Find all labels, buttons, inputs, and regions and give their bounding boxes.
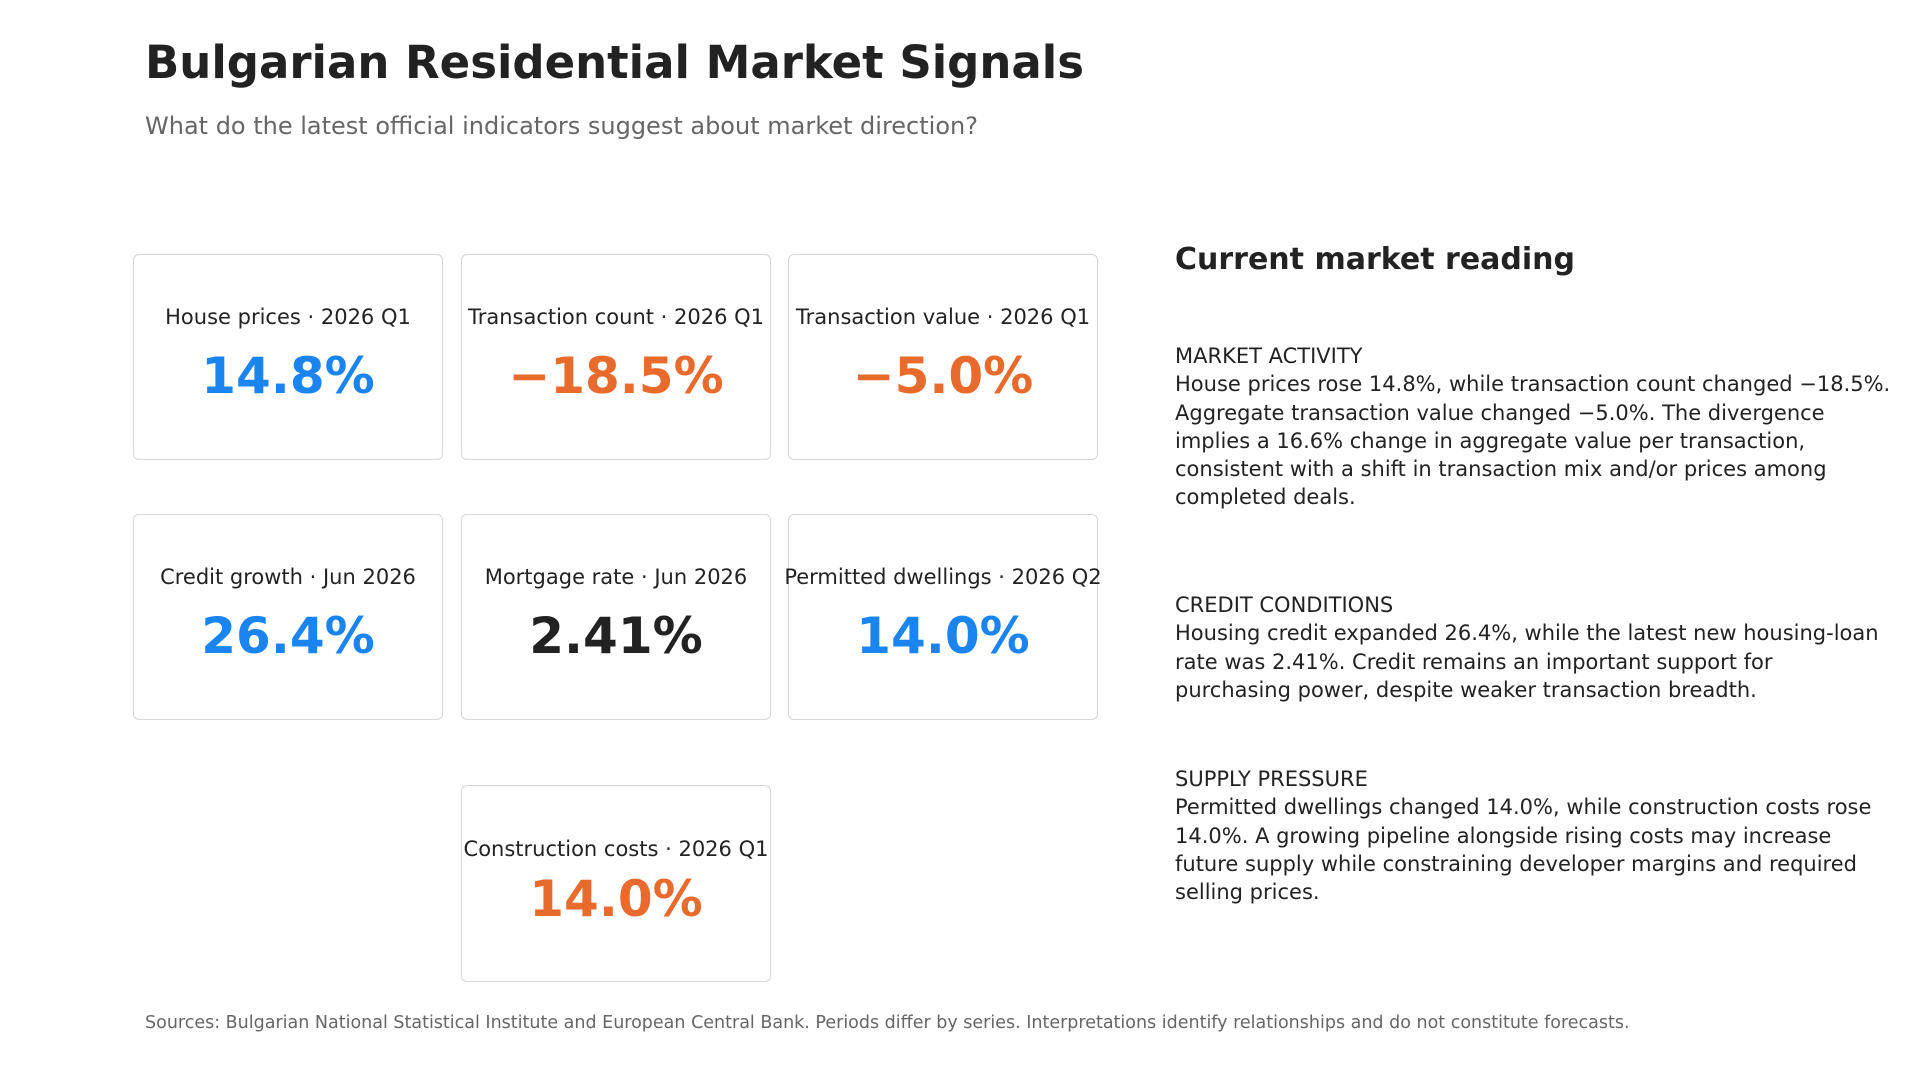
kpi-label: House prices · 2026 Q1 bbox=[165, 305, 411, 329]
kpi-card-house-prices: House prices · 2026 Q1 14.8% bbox=[133, 254, 443, 460]
kpi-card-mortgage-rate: Mortgage rate · Jun 2026 2.41% bbox=[461, 514, 771, 720]
kpi-label: Construction costs · 2026 Q1 bbox=[463, 837, 769, 861]
kpi-card-transaction-value: Transaction value · 2026 Q1 −5.0% bbox=[788, 254, 1098, 460]
section-text-line: purchasing power, despite weaker transac… bbox=[1175, 677, 1757, 702]
kpi-value: 14.8% bbox=[201, 347, 375, 405]
section-heading: SUPPLY PRESSURE bbox=[1175, 767, 1368, 791]
reading-section-market-activity: MARKET ACTIVITY House prices rose 14.8%,… bbox=[1175, 342, 1920, 512]
kpi-value: −18.5% bbox=[508, 347, 724, 405]
kpi-value: 2.41% bbox=[529, 607, 703, 665]
section-heading: MARKET ACTIVITY bbox=[1175, 344, 1363, 368]
kpi-value: 14.0% bbox=[529, 870, 703, 928]
reading-section-credit-conditions: CREDIT CONDITIONS Housing credit expande… bbox=[1175, 591, 1920, 704]
kpi-label: Credit growth · Jun 2026 bbox=[160, 565, 416, 589]
kpi-label: Permitted dwellings · 2026 Q2 bbox=[784, 565, 1102, 589]
section-text-line: implies a 16.6% change in aggregate valu… bbox=[1175, 428, 1806, 453]
kpi-label: Transaction count · 2026 Q1 bbox=[467, 305, 765, 329]
section-text-line: Permitted dwellings changed 14.0%, while… bbox=[1175, 795, 1872, 820]
section-heading: CREDIT CONDITIONS bbox=[1175, 593, 1394, 617]
section-text-line: rate was 2.41%. Credit remains an import… bbox=[1175, 649, 1773, 674]
sources-footnote: Sources: Bulgarian National Statistical … bbox=[145, 1013, 1630, 1033]
section-text-line: selling prices. bbox=[1175, 880, 1320, 905]
section-text-line: consistent with a shift in transaction m… bbox=[1175, 457, 1827, 482]
section-text-line: House prices rose 14.8%, while transacti… bbox=[1175, 372, 1891, 397]
section-text-line: Aggregate transaction value changed −5.0… bbox=[1175, 400, 1825, 425]
kpi-value: −5.0% bbox=[852, 347, 1034, 405]
kpi-card-transaction-count: Transaction count · 2026 Q1 −18.5% bbox=[461, 254, 771, 460]
section-text-line: 14.0%. A growing pipeline alongside risi… bbox=[1175, 823, 1832, 848]
page-subtitle: What do the latest official indicators s… bbox=[145, 112, 978, 140]
kpi-label: Mortgage rate · Jun 2026 bbox=[484, 565, 748, 589]
kpi-card-credit-growth: Credit growth · Jun 2026 26.4% bbox=[133, 514, 443, 720]
section-text-line: Housing credit expanded 26.4%, while the… bbox=[1175, 621, 1879, 646]
section-text-line: completed deals. bbox=[1175, 485, 1356, 510]
kpi-card-construction-costs: Construction costs · 2026 Q1 14.0% bbox=[461, 785, 771, 982]
reading-section-supply-pressure: SUPPLY PRESSURE Permitted dwellings chan… bbox=[1175, 765, 1920, 906]
kpi-label: Transaction value · 2026 Q1 bbox=[795, 305, 1091, 329]
kpi-value: 14.0% bbox=[856, 607, 1030, 665]
reading-title: Current market reading bbox=[1175, 242, 1576, 277]
kpi-value: 26.4% bbox=[201, 607, 375, 665]
page-title: Bulgarian Residential Market Signals bbox=[145, 36, 1084, 89]
section-text-line: future supply while constraining develop… bbox=[1175, 851, 1857, 876]
kpi-card-permitted-dwellings: Permitted dwellings · 2026 Q2 14.0% bbox=[784, 514, 1102, 720]
